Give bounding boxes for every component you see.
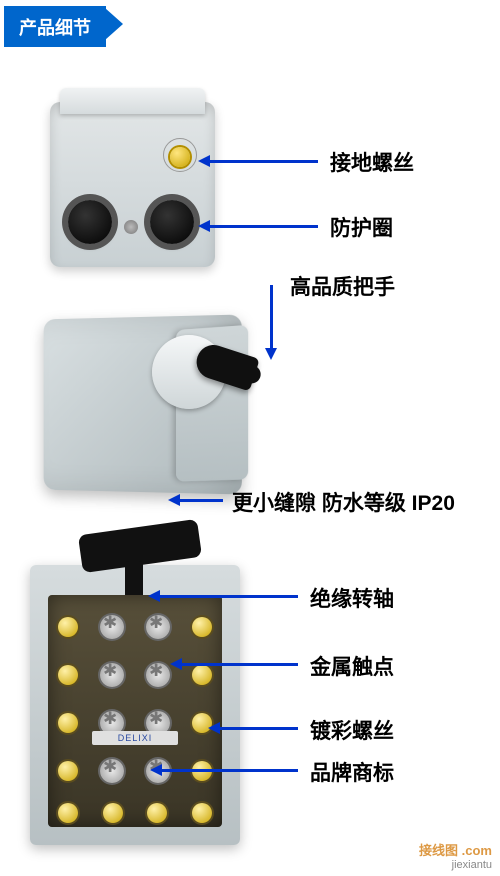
metal-contact-icon (146, 663, 170, 687)
arrow-brand (160, 769, 298, 772)
brand-plate: DELIXI (92, 731, 178, 745)
label-shaft: 绝缘转轴 (310, 583, 394, 613)
device-top-cap (60, 88, 205, 114)
device-body (44, 314, 242, 494)
terminal-row (58, 793, 212, 833)
section-internal-view: DELIXI 绝缘转轴 金属触点 镀彩螺丝 品牌商标 (0, 537, 500, 867)
watermark-line1: 接线图 .com (419, 843, 492, 859)
label-guard-ring: 防护圈 (330, 212, 393, 242)
color-screw-icon (147, 803, 167, 823)
arrow-shaft (158, 595, 298, 598)
color-screw-icon (58, 761, 78, 781)
device-top-body (50, 102, 215, 267)
label-brand: 品牌商标 (310, 757, 394, 787)
arrow-screw (218, 727, 298, 730)
terminal-board: DELIXI (48, 595, 222, 827)
label-screw: 镀彩螺丝 (310, 715, 394, 745)
metal-contact-icon (100, 615, 124, 639)
color-screw-icon (192, 617, 212, 637)
section-top-view: 接地螺丝 防护圈 (0, 47, 500, 277)
label-ground-screw: 接地螺丝 (330, 147, 414, 177)
label-contact: 金属触点 (310, 651, 394, 681)
terminal-row (58, 655, 212, 695)
cable-hole-left (68, 200, 112, 244)
section-side-view: 高品质把手 更小缝隙 防水等级 IP20 (0, 277, 500, 537)
arrow-guard-ring (208, 225, 318, 228)
color-screw-icon (103, 803, 123, 823)
metal-contact-icon (146, 615, 170, 639)
center-small-hole (124, 220, 138, 234)
terminal-frame: DELIXI (30, 565, 240, 845)
color-screw-icon (192, 665, 212, 685)
ground-screw-icon (170, 147, 190, 167)
watermark: 接线图 .com jiexiantu (419, 843, 492, 872)
cable-hole-right (150, 200, 194, 244)
color-screw-icon (58, 803, 78, 823)
label-handle: 高品质把手 (290, 271, 395, 301)
arrow-gap (178, 499, 223, 502)
arrow-handle (270, 285, 273, 350)
label-gap: 更小缝隙 防水等级 IP20 (232, 487, 455, 517)
section-header-tab: 产品细节 (4, 6, 106, 47)
color-screw-icon (58, 617, 78, 637)
color-screw-icon (58, 665, 78, 685)
metal-contact-icon (100, 759, 124, 783)
color-screw-icon (192, 803, 212, 823)
terminal-row (58, 607, 212, 647)
section-header-title: 产品细节 (5, 8, 105, 46)
arrow-ground-screw (208, 160, 318, 163)
watermark-line2: jiexiantu (419, 859, 492, 872)
arrow-contact (180, 663, 298, 666)
metal-contact-icon (100, 663, 124, 687)
color-screw-icon (58, 713, 78, 733)
